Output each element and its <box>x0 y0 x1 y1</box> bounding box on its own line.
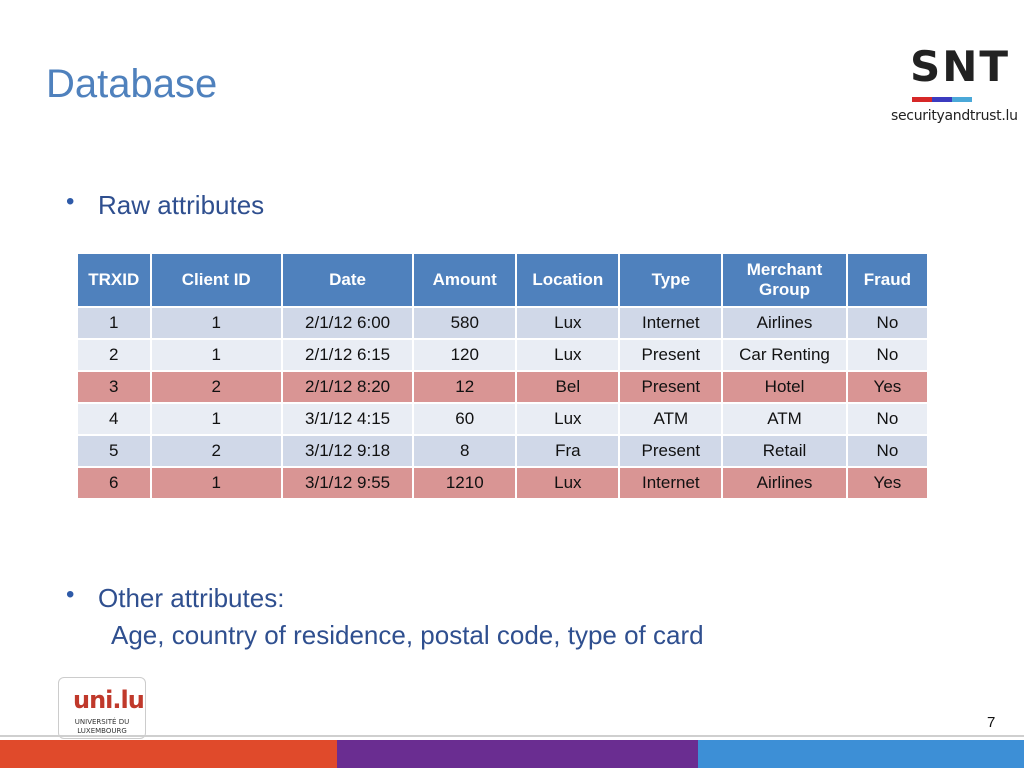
cell-location: Lux <box>517 340 619 370</box>
cell-date: 3/1/12 9:55 <box>282 468 413 498</box>
cell-type: ATM <box>620 404 722 434</box>
cell-trxid: 2 <box>78 340 150 370</box>
cell-amount: 580 <box>414 308 516 338</box>
university-logo: uni.lu UNIVERSITÉ DU LUXEMBOURG <box>58 677 146 739</box>
cell-fraud: No <box>847 436 927 466</box>
other-attributes-detail: Age, country of residence, postal code, … <box>111 620 704 650</box>
cell-amount: 1210 <box>414 468 516 498</box>
snt-bar-lightblue <box>952 97 972 102</box>
cell-type: Internet <box>620 308 722 338</box>
cell-amount: 12 <box>414 372 516 402</box>
cell-date: 3/1/12 9:18 <box>282 436 413 466</box>
cell-fraud: No <box>847 340 927 370</box>
snt-logo-domain: securityandtrust.lu <box>891 108 1018 124</box>
table-row-fraud: 6 1 3/1/12 9:55 1210 Lux Internet Airlin… <box>78 468 927 498</box>
header-trxid: TRXID <box>78 254 150 306</box>
header-fraud: Fraud <box>847 254 927 306</box>
cell-merchant-group: Retail <box>723 436 846 466</box>
cell-type: Present <box>620 340 722 370</box>
cell-merchant-group: ATM <box>723 404 846 434</box>
footer-segment-purple <box>337 740 698 768</box>
cell-amount: 8 <box>414 436 516 466</box>
cell-client-id: 1 <box>151 340 281 370</box>
cell-fraud: Yes <box>847 372 927 402</box>
cell-date: 2/1/12 6:15 <box>282 340 413 370</box>
cell-client-id: 1 <box>151 468 281 498</box>
university-logo-name: UNIVERSITÉ DU LUXEMBOURG <box>59 718 145 736</box>
table-row: 5 2 3/1/12 9:18 8 Fra Present Retail No <box>78 436 927 466</box>
cell-fraud: Yes <box>847 468 927 498</box>
table-row-fraud: 3 2 2/1/12 8:20 12 Bel Present Hotel Yes <box>78 372 927 402</box>
bullet-text: Other attributes: <box>98 583 285 613</box>
cell-merchant-group: Airlines <box>723 468 846 498</box>
footer-color-bar <box>0 740 1024 768</box>
cell-merchant-group: Hotel <box>723 372 846 402</box>
cell-fraud: No <box>847 404 927 434</box>
cell-date: 3/1/12 4:15 <box>282 404 413 434</box>
table-header-row: TRXID Client ID Date Amount Location Typ… <box>78 254 927 306</box>
cell-location: Lux <box>517 308 619 338</box>
cell-trxid: 5 <box>78 436 150 466</box>
cell-merchant-group: Airlines <box>723 308 846 338</box>
page-number: 7 <box>987 714 996 731</box>
cell-date: 2/1/12 8:20 <box>282 372 413 402</box>
snt-bar-red <box>912 97 932 102</box>
cell-trxid: 4 <box>78 404 150 434</box>
snt-logo-bars <box>912 97 972 102</box>
snt-bar-blue <box>932 97 952 102</box>
snt-logo-letters: SNT <box>910 42 1011 91</box>
university-logo-mark: uni.lu <box>73 686 145 714</box>
cell-amount: 120 <box>414 340 516 370</box>
cell-date: 2/1/12 6:00 <box>282 308 413 338</box>
bullet-text: Raw attributes <box>98 190 265 220</box>
bullet-dot-icon: • <box>66 188 75 215</box>
cell-location: Fra <box>517 436 619 466</box>
footer-segment-red <box>0 740 337 768</box>
bullet-dot-icon: • <box>66 581 75 608</box>
header-location: Location <box>517 254 619 306</box>
cell-merchant-group: Car Renting <box>723 340 846 370</box>
cell-location: Lux <box>517 468 619 498</box>
footer-divider <box>0 735 1024 737</box>
header-date: Date <box>282 254 413 306</box>
slide-title: Database <box>46 62 218 106</box>
cell-type: Internet <box>620 468 722 498</box>
cell-client-id: 1 <box>151 308 281 338</box>
university-name-line1: UNIVERSITÉ DU <box>74 718 130 726</box>
cell-trxid: 1 <box>78 308 150 338</box>
header-amount: Amount <box>414 254 516 306</box>
cell-client-id: 1 <box>151 404 281 434</box>
cell-type: Present <box>620 436 722 466</box>
header-type: Type <box>620 254 722 306</box>
cell-amount: 60 <box>414 404 516 434</box>
cell-location: Bel <box>517 372 619 402</box>
cell-trxid: 3 <box>78 372 150 402</box>
footer-segment-blue <box>698 740 1024 768</box>
cell-location: Lux <box>517 404 619 434</box>
cell-client-id: 2 <box>151 372 281 402</box>
table-row: 2 1 2/1/12 6:15 120 Lux Present Car Rent… <box>78 340 927 370</box>
university-name-line2: LUXEMBOURG <box>77 727 127 735</box>
cell-client-id: 2 <box>151 436 281 466</box>
transactions-table: TRXID Client ID Date Amount Location Typ… <box>76 252 929 500</box>
cell-fraud: No <box>847 308 927 338</box>
snt-logo: SNT securityandtrust.lu <box>888 42 1018 132</box>
table-row: 4 1 3/1/12 4:15 60 Lux ATM ATM No <box>78 404 927 434</box>
cell-type: Present <box>620 372 722 402</box>
header-merchant-group: Merchant Group <box>723 254 846 306</box>
cell-trxid: 6 <box>78 468 150 498</box>
header-client-id: Client ID <box>151 254 281 306</box>
table-row: 1 1 2/1/12 6:00 580 Lux Internet Airline… <box>78 308 927 338</box>
